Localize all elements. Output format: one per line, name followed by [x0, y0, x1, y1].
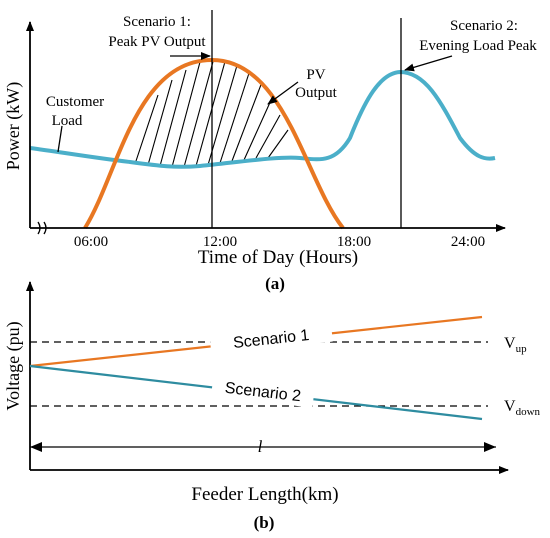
tick-1800: 18:00	[337, 234, 371, 250]
pv-output-arrow	[267, 81, 299, 105]
customer-load-label-2: Load	[52, 113, 83, 129]
b-xlabel: Feeder Length(km)	[191, 484, 338, 505]
customer-load-leader	[57, 125, 63, 153]
dimension-arrow-right	[484, 442, 496, 452]
customer-load-label-1: Customer	[46, 94, 104, 110]
panel-a: Scenario 1: Peak PV Output Scenario 2: E…	[3, 10, 537, 293]
scenario2-subtitle: Evening Load Peak	[419, 38, 537, 54]
pv-output-label-1: PV	[306, 67, 325, 83]
tick-1200: 12:00	[203, 234, 237, 250]
customer-load-curve	[29, 69, 496, 169]
tick-0600: 06:00	[74, 234, 108, 250]
v-down-label: Vdown	[504, 398, 541, 418]
v-up-label: Vup	[504, 335, 527, 355]
b-ylabel: Voltage (pu)	[3, 321, 24, 410]
panel-b: Scenario 1 Scenario 2 Vup Vdown l Voltag…	[3, 281, 541, 532]
pv-surplus-hatch	[134, 60, 289, 168]
scenario1-title: Scenario 1:	[123, 14, 191, 30]
scenario2-arrow	[404, 55, 453, 72]
feeder-length-symbol: l	[258, 437, 263, 456]
dimension-arrow-left	[30, 442, 42, 452]
b-caption: (b)	[254, 513, 275, 532]
a-caption: (a)	[265, 274, 285, 293]
a-xlabel: Time of Day (Hours)	[198, 247, 358, 268]
tick-2400: 24:00	[451, 234, 485, 250]
scenario1-subtitle: Peak PV Output	[108, 34, 206, 50]
a-ylabel: Power (kW)	[3, 82, 24, 170]
axis-break-icon	[37, 221, 47, 235]
scenario2-title: Scenario 2:	[450, 18, 518, 34]
pv-output-label-2: Output	[295, 85, 338, 101]
